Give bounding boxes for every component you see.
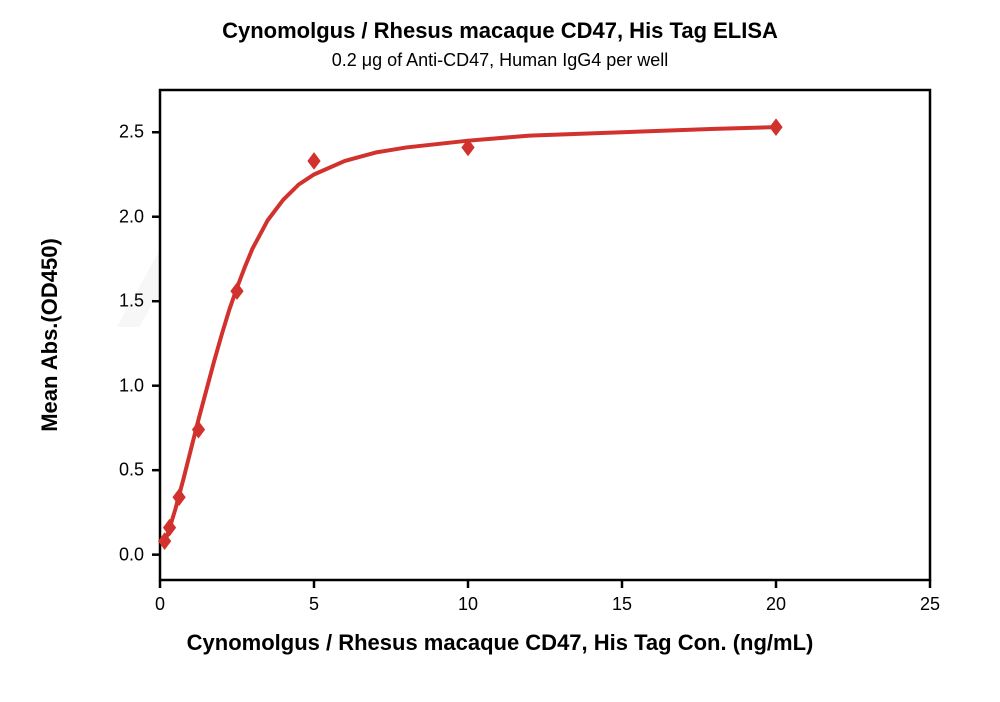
y-tick-label: 2.5 <box>84 122 144 143</box>
y-tick-label: 1.5 <box>84 291 144 312</box>
chart-subtitle: 0.2 μg of Anti-CD47, Human IgG4 per well <box>0 50 1000 71</box>
x-tick-label: 25 <box>920 594 940 615</box>
x-tick-label: 20 <box>766 594 786 615</box>
y-axis-label: Mean Abs.(OD450) <box>37 238 63 432</box>
y-tick-label: 1.0 <box>84 375 144 396</box>
plot-area <box>160 90 930 580</box>
chart-container: Acro BIOSYSTEMS Cynomolgus / Rhesus maca… <box>0 0 1000 702</box>
plot-svg <box>160 90 930 580</box>
x-tick-label: 15 <box>612 594 632 615</box>
x-tick-label: 10 <box>458 594 478 615</box>
y-tick-label: 2.0 <box>84 206 144 227</box>
y-tick-label: 0.5 <box>84 460 144 481</box>
y-tick-label: 0.0 <box>84 544 144 565</box>
x-tick-label: 5 <box>309 594 319 615</box>
x-axis-label: Cynomolgus / Rhesus macaque CD47, His Ta… <box>0 630 1000 656</box>
chart-title: Cynomolgus / Rhesus macaque CD47, His Ta… <box>0 18 1000 44</box>
x-tick-label: 0 <box>155 594 165 615</box>
